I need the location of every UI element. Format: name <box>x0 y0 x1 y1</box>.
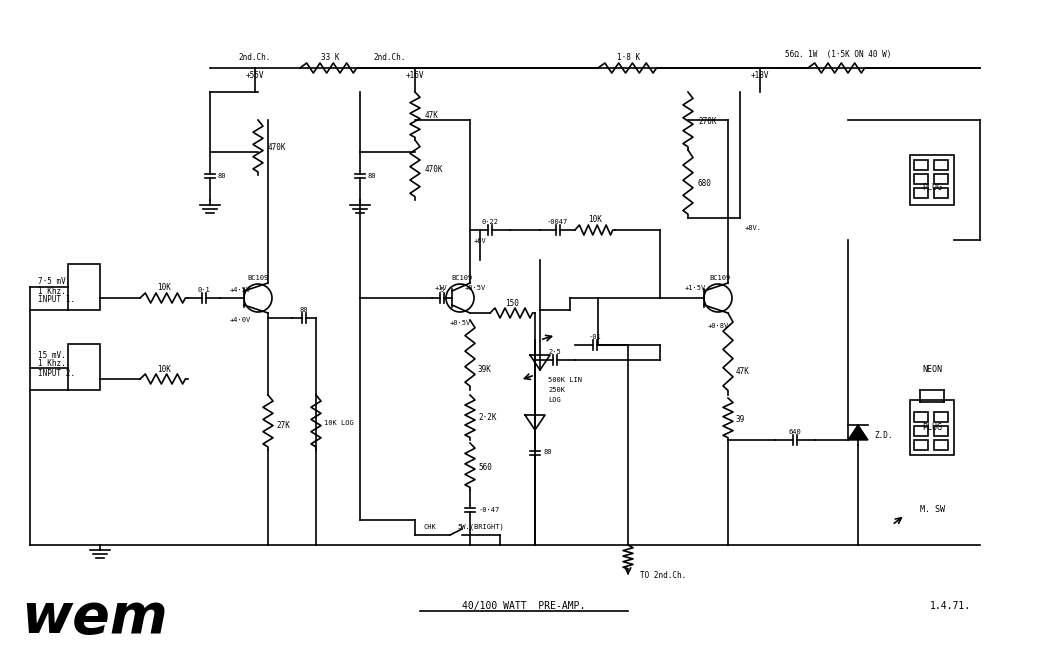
Text: wem: wem <box>22 591 169 645</box>
Text: 500K LIN: 500K LIN <box>548 377 582 383</box>
Text: +6V: +6V <box>474 238 487 244</box>
Text: +0·5V: +0·5V <box>449 320 471 326</box>
Text: +18V: +18V <box>751 72 769 81</box>
Text: 80: 80 <box>218 173 227 179</box>
Text: ·01: ·01 <box>588 334 601 340</box>
Text: 0·22: 0·22 <box>481 219 498 225</box>
Text: 47K: 47K <box>736 367 750 377</box>
Text: M. SW: M. SW <box>920 506 944 514</box>
Bar <box>914 440 928 450</box>
Text: 39K: 39K <box>478 365 492 375</box>
Text: 56Ω. 1W  (1·5K ON 40 W): 56Ω. 1W (1·5K ON 40 W) <box>785 51 892 60</box>
Text: 470K: 470K <box>425 165 444 174</box>
Text: ·0047: ·0047 <box>547 219 569 225</box>
Bar <box>68 264 100 310</box>
Text: 10K: 10K <box>157 365 171 373</box>
Text: INPUT 2.: INPUT 2. <box>38 369 74 377</box>
Text: PLUG: PLUG <box>922 184 942 192</box>
Text: CHK: CHK <box>424 524 436 530</box>
Bar <box>909 155 954 205</box>
Text: +16V: +16V <box>406 72 424 81</box>
Text: ·0·47: ·0·47 <box>478 507 499 513</box>
Text: 560: 560 <box>478 462 492 472</box>
Text: +1V: +1V <box>434 285 447 291</box>
Text: +0·5V: +0·5V <box>465 285 487 291</box>
Text: 33 K: 33 K <box>321 54 339 62</box>
Text: 10K: 10K <box>157 283 171 293</box>
Text: +8V.: +8V. <box>745 225 762 231</box>
Text: 15 mV.: 15 mV. <box>38 350 66 359</box>
Text: BC109: BC109 <box>248 275 269 281</box>
Text: 1.4.71.: 1.4.71. <box>929 601 970 611</box>
Bar <box>914 188 928 198</box>
Text: 10K: 10K <box>588 216 602 224</box>
Bar <box>934 160 948 170</box>
Text: 40/100 WATT  PRE-AMP.: 40/100 WATT PRE-AMP. <box>463 601 585 611</box>
Text: 1·8 K: 1·8 K <box>618 54 641 62</box>
Text: 0·1: 0·1 <box>197 287 211 293</box>
Text: 39: 39 <box>736 415 745 424</box>
Text: 680: 680 <box>698 180 712 188</box>
Text: NEON: NEON <box>922 365 942 375</box>
Text: 80: 80 <box>300 307 308 313</box>
Text: 7·5 mV.: 7·5 mV. <box>38 277 70 287</box>
Bar <box>934 174 948 184</box>
Text: 5: 5 <box>440 287 444 293</box>
Text: 640: 640 <box>789 429 801 435</box>
Text: 80: 80 <box>368 173 377 179</box>
Text: 2nd.Ch.: 2nd.Ch. <box>373 54 406 62</box>
Text: 5W.(BRIGHT): 5W.(BRIGHT) <box>457 523 505 530</box>
Bar <box>914 174 928 184</box>
Bar <box>914 160 928 170</box>
Bar <box>914 412 928 422</box>
Text: PLUG: PLUG <box>922 424 942 432</box>
Bar <box>934 188 948 198</box>
Text: 150: 150 <box>505 298 519 308</box>
Text: BC109: BC109 <box>709 275 730 281</box>
Text: 1 Khz.: 1 Khz. <box>38 359 66 369</box>
Bar <box>934 426 948 436</box>
Text: +55V: +55V <box>245 72 264 81</box>
Text: 470K: 470K <box>267 142 286 152</box>
Text: 1 Khz.: 1 Khz. <box>38 287 66 295</box>
Bar <box>914 426 928 436</box>
Text: 80: 80 <box>543 449 552 455</box>
Text: TO 2nd.Ch.: TO 2nd.Ch. <box>640 571 686 579</box>
Text: +4·0V: +4·0V <box>230 317 251 323</box>
Polygon shape <box>848 425 868 440</box>
Text: 250K: 250K <box>548 387 565 393</box>
Text: +4·5V: +4·5V <box>230 287 252 293</box>
Bar <box>934 440 948 450</box>
Text: Z.D.: Z.D. <box>874 430 893 440</box>
Text: INPUT 1.: INPUT 1. <box>38 295 74 304</box>
Bar <box>934 412 948 422</box>
Bar <box>68 344 100 390</box>
Text: 47K: 47K <box>425 112 438 121</box>
Text: BC109: BC109 <box>451 275 473 281</box>
Text: +1·5V: +1·5V <box>685 285 706 291</box>
Text: 2·5: 2·5 <box>549 349 561 355</box>
Text: 2·2K: 2·2K <box>478 413 496 422</box>
Text: LOG: LOG <box>548 397 561 403</box>
Text: 10K LOG: 10K LOG <box>324 420 354 426</box>
Text: 2nd.Ch.: 2nd.Ch. <box>239 54 272 62</box>
Text: 27K: 27K <box>276 420 290 430</box>
Bar <box>909 400 954 455</box>
Text: +0·8V: +0·8V <box>707 323 729 329</box>
Text: 270K: 270K <box>698 117 716 125</box>
